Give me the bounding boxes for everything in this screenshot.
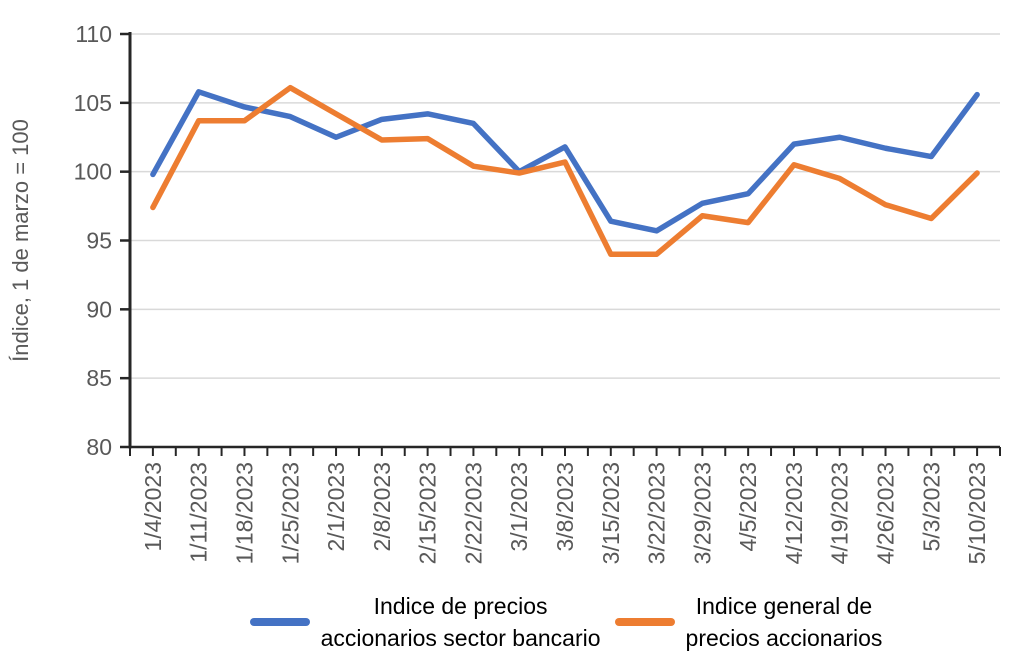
x-tick-label: 4/5/2023 (735, 462, 761, 552)
x-tick-label: 3/15/2023 (598, 462, 624, 564)
legend: Indice de precios accionarios sector ban… (130, 590, 1002, 654)
y-tick-label: 105 (74, 90, 112, 116)
legend-label-line: precios accionarios (685, 625, 883, 652)
legend-swatch-sector-bancario (249, 618, 310, 627)
x-tick-label: 1/18/2023 (231, 462, 257, 564)
y-axis-title: Índice, 1 de marzo = 100 (8, 119, 33, 362)
x-tick-label: 1/4/2023 (140, 462, 166, 552)
legend-label-general: Indice general de precios accionarios (686, 590, 883, 654)
x-tick-label: 1/11/2023 (186, 462, 212, 563)
x-tick-label: 2/1/2023 (323, 462, 349, 552)
y-tick-label: 100 (74, 159, 112, 185)
plot-svg: 80 85 90 95 100 105 110 1/4/2023 1/11/2023 1/18/2… (8, 21, 1001, 564)
x-tick-label: 4/26/2023 (873, 462, 899, 564)
x-tick-label: 5/10/2023 (964, 462, 990, 564)
y-tick-label: 85 (86, 365, 112, 391)
x-tick-label: 2/8/2023 (369, 462, 395, 552)
y-tick-label: 90 (86, 296, 112, 322)
legend-label-line: Indice general de (695, 593, 873, 619)
series-line-general (150, 84, 980, 258)
legend-item-sector-bancario: Indice de precios accionarios sector ban… (249, 590, 601, 654)
x-tick-label: 4/12/2023 (781, 462, 807, 564)
x-tick-label: 4/19/2023 (827, 462, 853, 564)
y-tick-label: 110 (75, 21, 112, 47)
legend-label-line: Indice de precios (373, 593, 548, 619)
legend-label-sector-bancario: Indice de precios accionarios sector ban… (321, 590, 601, 654)
y-tick-label: 95 (86, 228, 112, 254)
x-tick-label: 3/22/2023 (644, 462, 670, 564)
x-tick-label: 1/25/2023 (277, 462, 303, 564)
x-tick-label: 3/1/2023 (506, 462, 532, 552)
y-tick-label: 80 (86, 434, 112, 460)
legend-swatch-general (614, 618, 675, 627)
x-tick-label: 3/29/2023 (689, 462, 715, 564)
x-tick-label: 5/3/2023 (918, 462, 944, 552)
legend-item-general: Indice general de precios accionarios (614, 590, 883, 654)
x-tick-label: 2/22/2023 (460, 462, 486, 564)
series-line-sector-bancario (150, 89, 980, 234)
x-tick-label: 3/8/2023 (552, 462, 578, 552)
x-tick-label: 2/15/2023 (415, 462, 441, 564)
legend-label-line: accionarios sector bancario (320, 625, 601, 652)
